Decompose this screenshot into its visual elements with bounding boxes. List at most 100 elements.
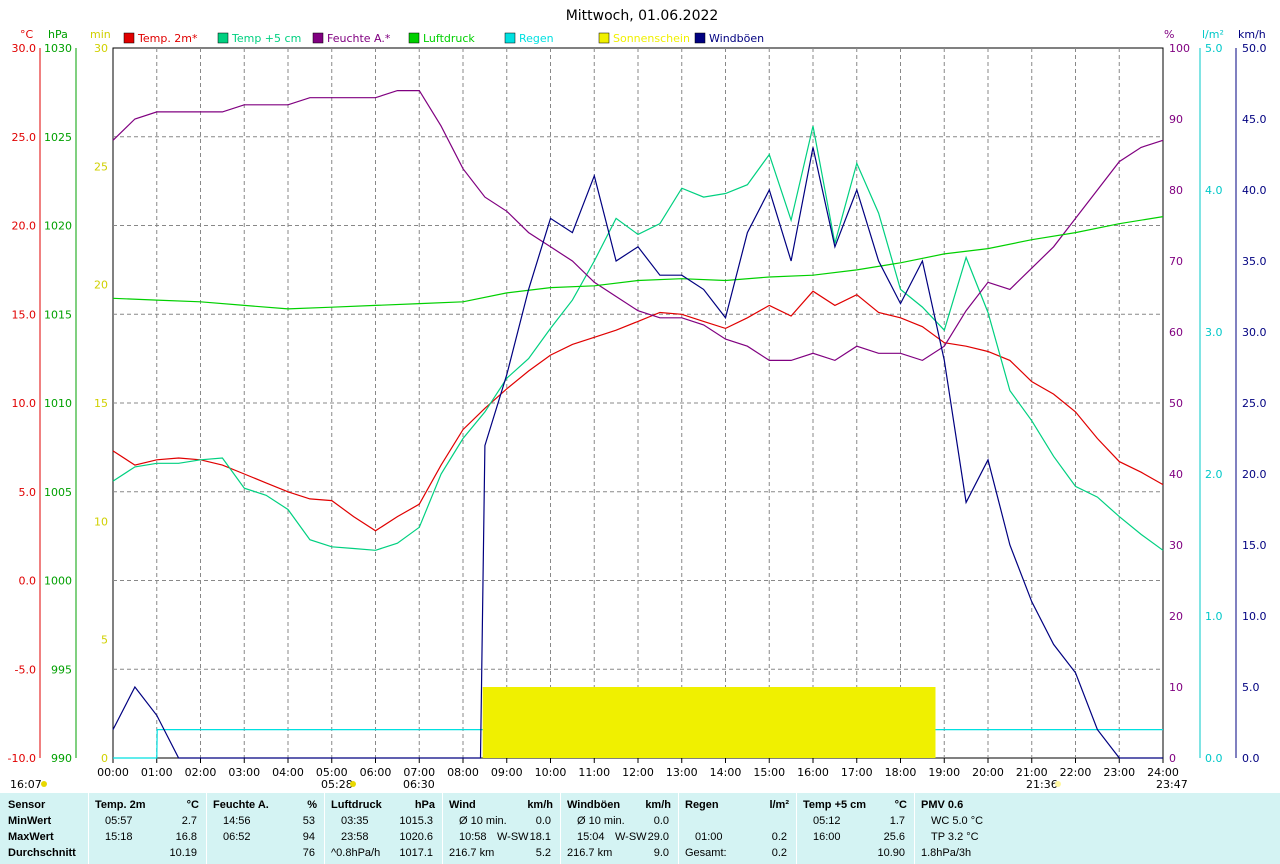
stats-column: PMV 0.6 WC 5.0 °C TP 3.2 °C 1.8hPa/3h <box>914 793 1035 864</box>
stats-max-header: MaxWert <box>8 831 54 843</box>
stats-max-time: 10:58 <box>459 831 487 843</box>
stats-column: Wind km/h Ø 10 min. 0.0 10:58 W-SW 18.1 216.7 k… <box>442 793 561 864</box>
legend-label: Feuchte A.* <box>327 32 391 45</box>
time-tick-label: 24:00 <box>1147 766 1179 779</box>
sun-tick-label: 0 <box>101 752 108 765</box>
stats-max-value: 29.0 <box>647 831 669 843</box>
stats-title: Feuchte A. <box>213 799 269 811</box>
humidity-tick-label: 80 <box>1169 184 1183 197</box>
pressure-tick-label: 1025 <box>44 131 72 144</box>
humidity-tick-label: 60 <box>1169 326 1183 339</box>
stats-column: Temp. 2m °C 05:57 2.7 15:18 16.8 10.19 <box>88 793 207 864</box>
stats-title: Luftdruck <box>331 799 382 811</box>
pressure-tick-label: 1015 <box>44 308 72 321</box>
stats-max-time: 15:04 <box>577 831 605 843</box>
wind-tick-label: 30.0 <box>1242 326 1267 339</box>
sun-icon <box>41 781 47 787</box>
stats-title: PMV 0.6 <box>921 799 964 811</box>
legend-label: Temp +5 cm <box>231 32 301 45</box>
wind-tick-label: 35.0 <box>1242 255 1267 268</box>
temp-tick-label: -10.0 <box>8 752 36 765</box>
time-tick-label: 20:00 <box>972 766 1004 779</box>
stats-title: Regen <box>685 799 719 811</box>
sun-axis-unit: min <box>90 28 111 41</box>
wind-tick-label: 5.0 <box>1242 681 1260 694</box>
stats-min-time: 05:57 <box>105 815 133 827</box>
stats-min-value: 53 <box>302 815 315 827</box>
stats-max-direction: W-SW <box>497 831 529 843</box>
left-time-marker: 16:07 <box>10 778 42 791</box>
stats-max-value: 0.2 <box>771 831 787 843</box>
stats-max-value: 1020.6 <box>399 831 433 843</box>
temp-2m-line <box>112 290 1164 532</box>
stats-min-time: WC 5.0 °C <box>931 815 984 827</box>
wind-tick-label: 40.0 <box>1242 184 1267 197</box>
legend-label: Luftdruck <box>423 32 475 45</box>
stats-unit: km/h <box>527 799 553 811</box>
windb-en-line <box>112 147 1163 759</box>
temp-tick-label: -5.0 <box>15 663 36 676</box>
time-tick-label: 15:00 <box>753 766 785 779</box>
pressure-tick-label: 1010 <box>44 397 72 410</box>
pressure-tick-label: 990 <box>51 752 72 765</box>
stats-title: Windböen <box>567 799 621 811</box>
stats-unit: °C <box>894 799 907 811</box>
stats-avg-value: 76 <box>302 847 315 859</box>
rain-tick-label: 5.0 <box>1205 42 1223 55</box>
legend-swatch <box>504 32 516 44</box>
stats-max-time: 23:58 <box>341 831 369 843</box>
weather-chart: Mittwoch, 01.06.2022 Temp. 2m* Temp +5 cm… <box>8 8 1267 791</box>
stats-max-time: 06:52 <box>223 831 251 843</box>
temp-tick-label: 0.0 <box>19 575 37 588</box>
humidity-axis-unit: % <box>1164 28 1174 41</box>
stats-header-column: Sensor MinWert MaxWert Durchschnitt <box>0 793 88 864</box>
right-axes: 10090807060504030201005.04.03.02.01.00.0… <box>1169 42 1267 765</box>
stats-title: Temp +5 cm <box>803 799 867 811</box>
stats-max-value: 16.8 <box>175 831 197 843</box>
pressure-tick-label: 1020 <box>44 220 72 233</box>
pressure-tick-label: 1005 <box>44 486 72 499</box>
stats-column: Luftdruck hPa 03:35 1015.3 23:58 1020.6 ^0.8hP… <box>324 793 443 864</box>
time-tick-label: 16:00 <box>797 766 829 779</box>
sunset-marker: 21:36 <box>1026 778 1058 791</box>
astro-markers: 16:07 05:28 06:30 21:36 23:47 <box>10 778 1188 791</box>
humidity-tick-label: 90 <box>1169 113 1183 126</box>
wind-axis-unit: km/h <box>1238 28 1266 41</box>
stats-avg-value: 10.90 <box>877 847 905 859</box>
legend-label: Temp. 2m* <box>137 32 198 45</box>
legend-swatch <box>408 32 420 44</box>
time-tick-label: 09:00 <box>491 766 523 779</box>
stats-max-time: 16:00 <box>813 831 841 843</box>
stats-min-value: 2.7 <box>181 815 197 827</box>
time-tick-label: 14:00 <box>710 766 742 779</box>
legend-swatch <box>217 32 229 44</box>
rain-tick-label: 2.0 <box>1205 468 1223 481</box>
time-tick-label: 13:00 <box>666 766 698 779</box>
temp-tick-label: 15.0 <box>12 308 37 321</box>
time-tick-label: 02:00 <box>185 766 217 779</box>
stats-avg-label: 1.8hPa/3h <box>921 847 972 859</box>
time-tick-label: 22:00 <box>1060 766 1092 779</box>
stats-min-value: 0.0 <box>535 815 551 827</box>
moon-marker: 23:47 <box>1156 778 1188 791</box>
stats-min-value: 1015.3 <box>399 815 433 827</box>
sun-tick-label: 15 <box>94 397 108 410</box>
wind-tick-label: 45.0 <box>1242 113 1267 126</box>
temp-tick-label: 25.0 <box>12 131 37 144</box>
pressure-tick-label: 995 <box>51 663 72 676</box>
stats-min-value: 1.7 <box>889 815 905 827</box>
sun-tick-label: 30 <box>94 42 108 55</box>
time-tick-label: 23:00 <box>1103 766 1135 779</box>
sun-tick-label: 20 <box>94 279 108 292</box>
left-axes: 30.025.020.015.010.05.00.0-5.0-10.010301… <box>8 42 108 765</box>
humidity-tick-label: 20 <box>1169 610 1183 623</box>
stats-title: Temp. 2m <box>95 799 146 811</box>
time-tick-label: 03:00 <box>228 766 260 779</box>
wind-tick-label: 15.0 <box>1242 539 1267 552</box>
temp-tick-label: 10.0 <box>12 397 37 410</box>
humidity-tick-label: 50 <box>1169 397 1183 410</box>
stats-avg-value: 5.2 <box>535 847 551 859</box>
sun-tick-label: 10 <box>94 515 108 528</box>
legend-swatch <box>123 32 135 44</box>
stats-avg-label: 216.7 km <box>567 847 613 859</box>
